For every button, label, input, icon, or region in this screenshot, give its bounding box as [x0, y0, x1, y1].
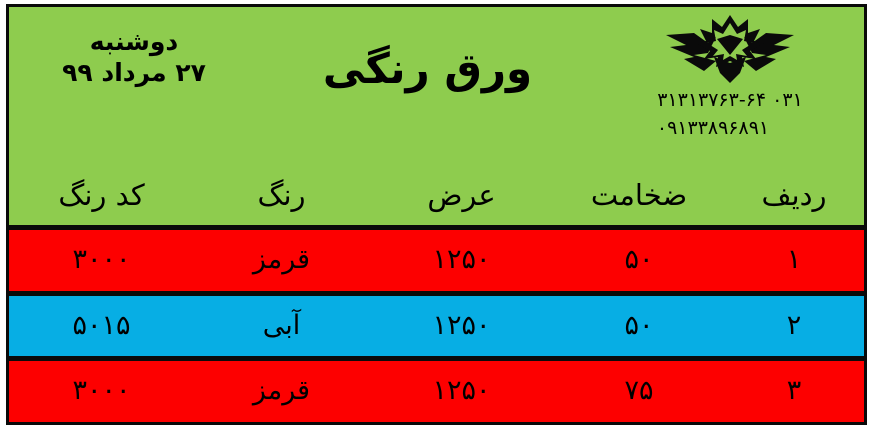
- cell-radif: ۳: [786, 375, 802, 407]
- cell-radif: ۲: [786, 309, 802, 341]
- cell-zekhamat: ۵۰: [624, 243, 654, 275]
- cell-arz: ۱۲۵۰: [432, 375, 491, 407]
- sheet-header: دوشنبه ۲۷ مرداد ۹۹ ورق رنگی: [9, 7, 864, 168]
- column-header-arz: عرض: [427, 177, 496, 212]
- column-header-kod-rang: کد رنگ: [58, 177, 145, 212]
- column-header-radif: ردیف: [761, 177, 827, 212]
- contact-phone-block: ۰۳۱ ۳۱۳۱۳۷۶۳-۶۴ ۰۹۱۳۳۸۹۶۸۹۱: [657, 87, 803, 142]
- phone-landline: ۰۳۱ ۳۱۳۱۳۷۶۳-۶۴: [657, 89, 803, 111]
- cell-rang: قرمز: [252, 243, 311, 275]
- cell-arz: ۱۲۵۰: [432, 243, 491, 275]
- cell-zekhamat: ۵۰: [624, 309, 654, 341]
- phone-mobile: ۰۹۱۳۳۸۹۶۸۹۱: [656, 116, 770, 139]
- cell-kod-rang: ۳۰۰۰: [72, 243, 131, 275]
- cell-rang: قرمز: [252, 375, 311, 407]
- crown-eagle-logo-icon: [664, 13, 796, 85]
- column-header-zekhamat: ضخامت: [590, 177, 688, 212]
- cell-kod-rang: ۳۰۰۰: [72, 375, 131, 407]
- table-row: ۱ ۵۰ ۱۲۵۰ قرمز ۳۰۰۰: [9, 230, 864, 296]
- header-weekday: دوشنبه: [89, 27, 179, 56]
- cell-arz: ۱۲۵۰: [432, 309, 491, 341]
- header-title-block: ورق رنگی: [259, 7, 596, 168]
- header-brand-block: ۰۳۱ ۳۱۳۱۳۷۶۳-۶۴ ۰۹۱۳۳۸۹۶۸۹۱: [596, 7, 864, 168]
- cell-zekhamat: ۷۵: [624, 375, 654, 407]
- table-header-row: ردیف ضخامت عرض رنگ کد رنگ: [9, 168, 864, 230]
- price-sheet-frame: دوشنبه ۲۷ مرداد ۹۹ ورق رنگی: [6, 4, 867, 425]
- header-date: ۲۷ مرداد ۹۹: [62, 57, 206, 87]
- header-date-block: دوشنبه ۲۷ مرداد ۹۹: [9, 7, 259, 168]
- table-body: ۱ ۵۰ ۱۲۵۰ قرمز ۳۰۰۰ ۲ ۵۰ ۱۲۵۰ آبی ۵۰۱۵ ۳…: [9, 230, 864, 423]
- column-header-rang: رنگ: [257, 177, 306, 212]
- cell-kod-rang: ۵۰۱۵: [72, 309, 131, 341]
- table-row: ۳ ۷۵ ۱۲۵۰ قرمز ۳۰۰۰: [9, 361, 864, 423]
- page-title: ورق رنگی: [322, 44, 533, 93]
- table-row: ۲ ۵۰ ۱۲۵۰ آبی ۵۰۱۵: [9, 295, 864, 362]
- cell-radif: ۱: [786, 243, 802, 275]
- cell-rang: آبی: [262, 309, 301, 341]
